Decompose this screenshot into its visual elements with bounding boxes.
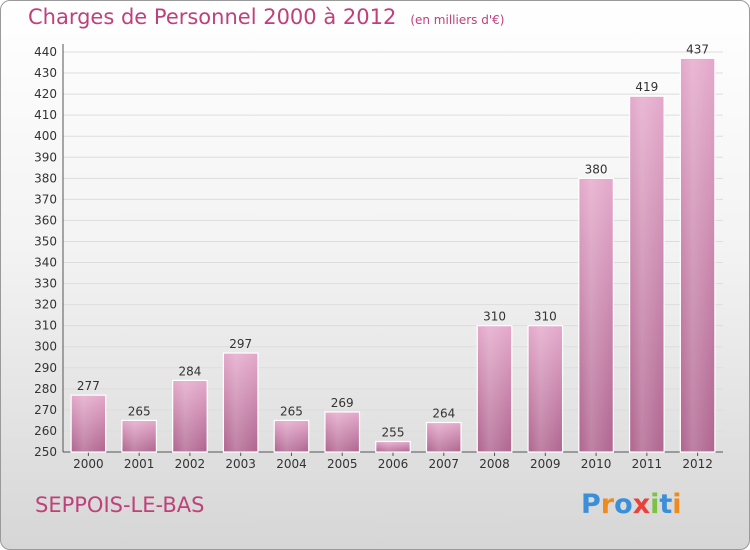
y-tick-label: 350 — [34, 234, 57, 248]
x-tick-label: 2008 — [479, 457, 510, 471]
x-tick-label: 2001 — [124, 457, 155, 471]
y-tick-label: 430 — [34, 66, 57, 80]
x-tick-label: 2009 — [530, 457, 561, 471]
bar-highlight — [275, 421, 308, 451]
y-tick-label: 280 — [34, 382, 57, 396]
y-tick-label: 420 — [34, 87, 57, 101]
y-tick-label: 340 — [34, 256, 57, 270]
y-tick-label: 290 — [34, 361, 57, 375]
bar-value-label: 255 — [382, 425, 405, 439]
y-tick-label: 320 — [34, 298, 57, 312]
logo-letter: i — [672, 489, 682, 520]
bar-highlight — [72, 396, 105, 451]
y-tick-label: 410 — [34, 108, 57, 122]
bar-highlight — [224, 354, 257, 451]
bar-value-label: 284 — [178, 364, 201, 378]
x-tick-label: 2002 — [175, 457, 206, 471]
bar-value-label: 269 — [331, 396, 354, 410]
bar-highlight — [173, 381, 207, 451]
proxiti-logo: Proxiti — [581, 489, 682, 520]
bar-value-label: 297 — [229, 337, 252, 351]
bar-value-label: 380 — [585, 162, 608, 176]
bar-highlight — [478, 326, 511, 451]
y-tick-label: 310 — [34, 319, 57, 333]
y-tick-label: 390 — [34, 150, 57, 164]
chart-title: Charges de Personnel 2000 à 2012 (en mill… — [28, 5, 504, 29]
x-tick-label: 2003 — [225, 457, 256, 471]
bar-highlight — [122, 421, 156, 451]
bar-value-label: 437 — [686, 42, 709, 56]
bar-value-label: 265 — [280, 404, 303, 418]
y-tick-label: 260 — [34, 424, 57, 438]
bar-value-label: 310 — [534, 310, 557, 324]
bar-highlight — [427, 423, 461, 451]
bar-value-label: 277 — [77, 379, 100, 393]
logo-letter: t — [659, 489, 673, 520]
chart-subtitle: (en milliers d'€) — [410, 13, 505, 27]
bar-value-label: 264 — [432, 407, 455, 421]
bar-value-label: 265 — [128, 404, 151, 418]
y-tick-label: 440 — [34, 45, 57, 59]
x-tick-label: 2006 — [378, 457, 409, 471]
x-tick-label: 2012 — [682, 457, 713, 471]
bar-highlight — [630, 97, 664, 452]
bar-highlight — [579, 179, 613, 451]
bar-highlight — [529, 326, 562, 451]
x-tick-label: 2004 — [276, 457, 307, 471]
y-tick-label: 400 — [34, 129, 57, 143]
logo-letter: r — [600, 489, 615, 520]
logo-letter: P — [581, 489, 601, 520]
logo-letter: o — [614, 489, 633, 520]
bar-value-label: 310 — [483, 310, 506, 324]
logo-letter: x — [632, 489, 651, 520]
y-tick-label: 330 — [34, 277, 57, 291]
bar-highlight — [681, 59, 714, 451]
x-tick-label: 2011 — [632, 457, 663, 471]
chart-title-text: Charges de Personnel 2000 à 2012 — [28, 5, 397, 29]
bar-highlight — [376, 442, 410, 451]
logo-letter: i — [650, 489, 660, 520]
y-tick-label: 270 — [34, 403, 57, 417]
x-tick-label: 2007 — [428, 457, 459, 471]
bar-value-label: 419 — [635, 80, 658, 94]
y-tick-label: 300 — [34, 340, 57, 354]
y-tick-label: 380 — [34, 171, 57, 185]
x-tick-label: 2005 — [327, 457, 358, 471]
y-tick-label: 250 — [34, 445, 57, 459]
x-tick-label: 2010 — [581, 457, 612, 471]
y-tick-label: 360 — [34, 213, 57, 227]
bar-highlight — [325, 413, 359, 451]
x-tick-label: 2000 — [73, 457, 104, 471]
y-tick-label: 370 — [34, 192, 57, 206]
town-name: SEPPOIS-LE-BAS — [35, 493, 205, 517]
